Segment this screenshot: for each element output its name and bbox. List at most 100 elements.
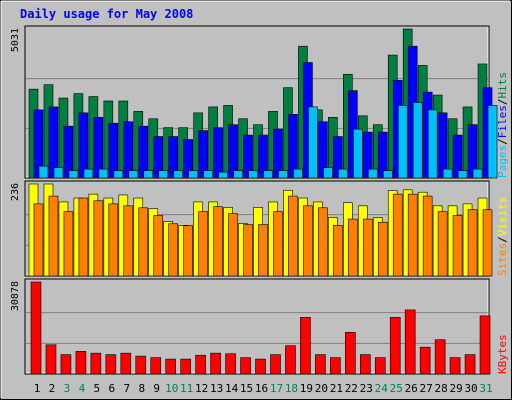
bar-kbytes-day-18 — [285, 345, 296, 375]
bar-files-day-2 — [48, 106, 59, 179]
x-tick-label: 29 — [449, 382, 462, 395]
bar-sites-day-14 — [228, 213, 238, 277]
bar-files-day-12 — [198, 130, 208, 179]
bar-pages-day-9 — [158, 170, 169, 179]
legend-entry: KBytes — [496, 334, 509, 374]
bar-pages-day-26 — [412, 102, 423, 179]
x-tick-label: 28 — [435, 382, 448, 395]
bar-files-day-21 — [333, 136, 343, 179]
bar-files-day-30 — [467, 124, 478, 179]
x-tick-label: 9 — [153, 382, 160, 395]
legend-entry: Files — [496, 105, 509, 138]
bar-sites-day-12 — [198, 211, 208, 277]
bar-kbytes-day-2 — [45, 344, 57, 375]
bar-files-day-16 — [258, 134, 268, 179]
bar-sites-day-5 — [93, 200, 104, 277]
bar-sites-day-9 — [153, 215, 164, 277]
bar-sites-day-25 — [392, 193, 403, 277]
bar-pages-day-24 — [382, 170, 393, 179]
bar-sites-day-23 — [362, 218, 373, 277]
bar-files-day-5 — [93, 116, 104, 179]
bar-sites-day-13 — [213, 206, 223, 277]
bar-pages-day-20 — [323, 167, 333, 179]
bar-pages-day-8 — [143, 170, 154, 179]
panel-3: 30878 KBytes — [10, 278, 509, 375]
bar-files-day-18 — [288, 114, 298, 179]
bar-files-day-4 — [78, 112, 89, 179]
bar-kbytes-day-24 — [374, 357, 386, 375]
bar-sites-day-7 — [123, 205, 134, 277]
bar-pages-day-15 — [248, 170, 258, 179]
legend-entry: / — [496, 99, 509, 106]
x-tick-label: 22 — [345, 382, 358, 395]
bar-sites-day-4 — [78, 197, 89, 277]
bar-kbytes-day-15 — [240, 357, 251, 375]
bar-sites-day-19 — [303, 205, 313, 277]
bar-sites-day-28 — [437, 211, 448, 277]
bar-sites-day-16 — [258, 224, 268, 277]
bar-kbytes-day-8 — [135, 355, 147, 375]
chart-title: Daily usage for May 2008 — [20, 7, 193, 21]
x-tick-label: 26 — [405, 382, 418, 395]
bar-files-day-29 — [452, 134, 463, 179]
bar-files-day-7 — [123, 121, 134, 179]
bar-kbytes-day-5 — [90, 352, 102, 375]
bar-sites-day-22 — [348, 218, 358, 277]
bar-files-day-17 — [273, 128, 283, 179]
bar-kbytes-day-11 — [180, 358, 191, 375]
bar-pages-day-28 — [442, 168, 453, 179]
bar-kbytes-day-31 — [479, 315, 491, 375]
bar-sites-day-21 — [333, 225, 343, 277]
bar-kbytes-day-22 — [345, 331, 356, 375]
bar-files-day-6 — [108, 122, 119, 179]
chart-panels: 5031Pages/Files/Hits236Sites/Visits30878… — [10, 25, 509, 375]
bar-files-day-14 — [228, 124, 238, 179]
bar-kbytes-day-14 — [225, 353, 236, 375]
bar-files-day-3 — [63, 125, 74, 179]
x-tick-label: 24 — [375, 382, 389, 395]
x-tick-label: 23 — [360, 382, 373, 395]
x-tick-label: 25 — [390, 382, 403, 395]
bar-pages-day-1 — [38, 165, 49, 179]
bar-sites-day-8 — [138, 207, 149, 277]
bar-sites-day-1 — [33, 203, 44, 277]
bar-sites-day-17 — [273, 211, 283, 277]
bar-kbytes-day-12 — [195, 354, 206, 375]
bar-sites-day-24 — [377, 221, 388, 277]
bar-kbytes-day-10 — [165, 358, 177, 375]
legend: Sites/Visits — [496, 197, 509, 277]
x-tick-label: 1 — [34, 382, 41, 395]
bar-files-day-24 — [377, 131, 388, 179]
x-tick-label: 4 — [79, 382, 86, 395]
bar-sites-day-11 — [183, 225, 193, 277]
bar-files-day-8 — [138, 125, 149, 179]
bar-pages-day-2 — [53, 167, 64, 179]
bar-files-day-11 — [183, 139, 193, 179]
bar-sites-day-2 — [48, 195, 59, 277]
legend-entry: Visits — [496, 197, 509, 237]
bar-kbytes-day-13 — [210, 352, 221, 375]
bar-kbytes-day-20 — [315, 354, 326, 375]
x-tick-label: 16 — [255, 382, 268, 395]
x-tick-label: 2 — [49, 382, 56, 395]
bar-pages-day-4 — [83, 168, 94, 179]
bar-sites-day-27 — [422, 195, 433, 277]
bar-pages-day-13 — [218, 171, 228, 179]
x-tick-label: 31 — [479, 382, 492, 395]
bar-pages-day-29 — [457, 170, 468, 179]
bar-sites-day-26 — [407, 193, 418, 277]
bar-files-day-15 — [243, 134, 253, 179]
x-tick-label: 12 — [195, 382, 208, 395]
panel-2: 236 Sites/Visits — [10, 180, 509, 277]
bar-pages-day-31 — [487, 105, 498, 179]
x-tick-label: 5 — [94, 382, 101, 395]
legend: KBytes — [496, 334, 509, 374]
bar-kbytes-day-19 — [300, 317, 311, 375]
bar-kbytes-day-7 — [120, 352, 132, 375]
bar-pages-day-30 — [472, 168, 483, 179]
bar-pages-day-23 — [367, 168, 378, 179]
bar-files-day-20 — [318, 121, 328, 179]
bar-pages-day-22 — [353, 128, 363, 179]
y-max-label: 236 — [10, 183, 21, 201]
